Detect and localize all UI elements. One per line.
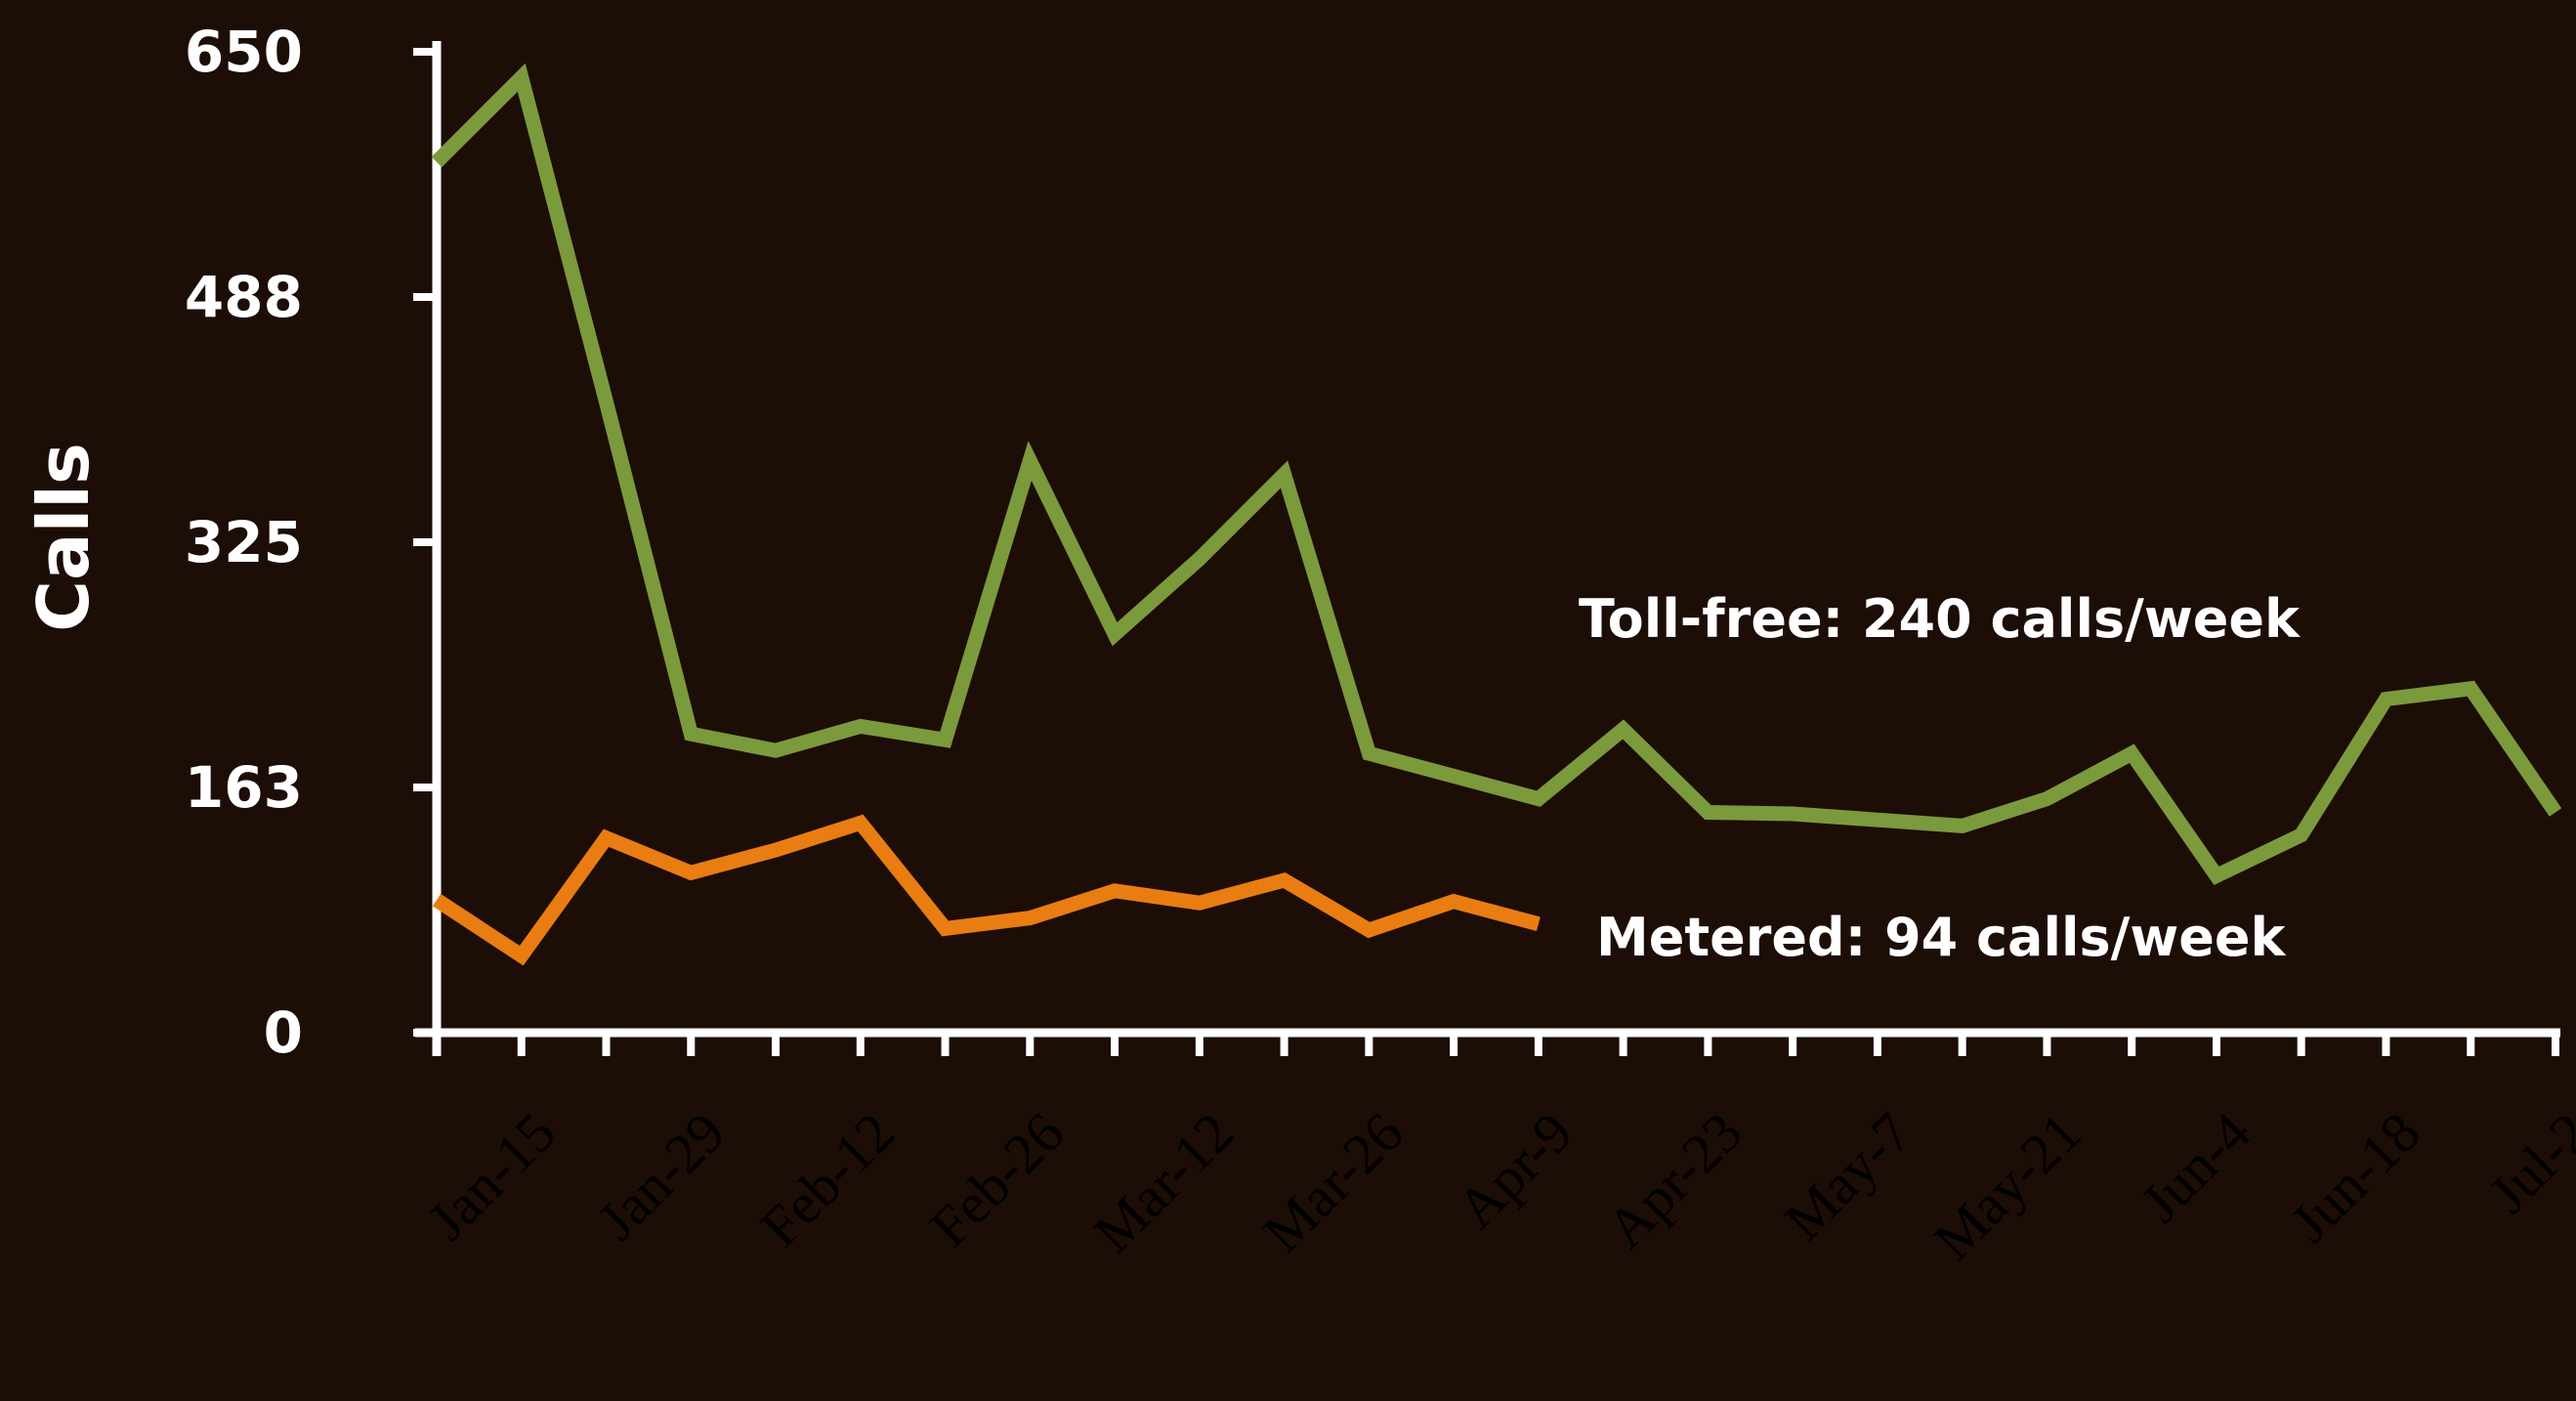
y-tick-label: 0 [264, 999, 303, 1066]
y-tick-label: 325 [185, 509, 303, 575]
series-lines [431, 63, 2562, 966]
metered-series-label: Metered: 94 calls/week [1596, 907, 2287, 968]
toll-free-series-line [431, 63, 2562, 885]
y-tick-label: 650 [185, 19, 303, 85]
y-tick-label: 488 [185, 264, 303, 330]
y-tick-label: 163 [185, 754, 303, 821]
toll-free-series-label: Toll-free: 240 calls/week [1579, 588, 2301, 650]
y-axis-ticks: 0 163 325 488 650 [185, 19, 437, 1066]
metered-series-line [432, 814, 1541, 966]
y-axis-title: Calls [22, 443, 105, 632]
